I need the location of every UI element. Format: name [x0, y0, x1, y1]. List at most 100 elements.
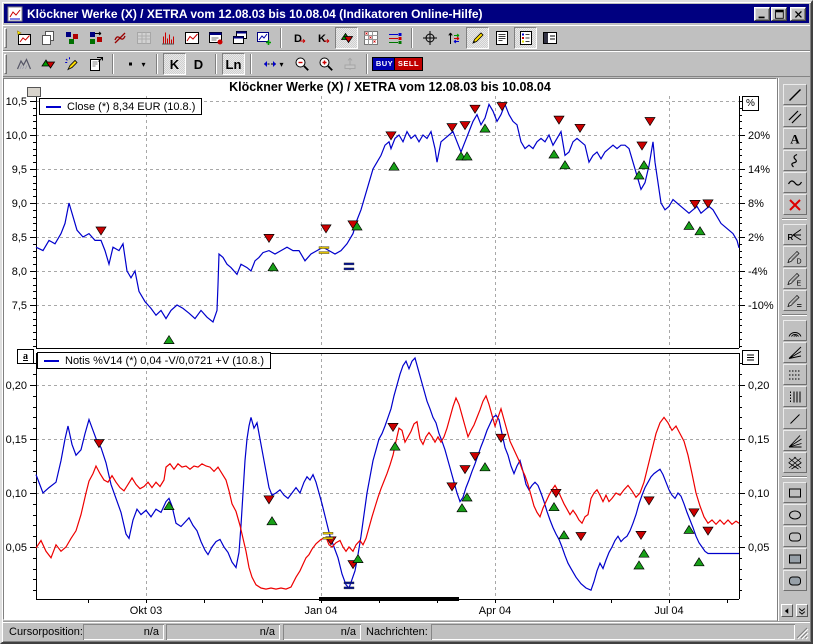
maximize-button[interactable] [771, 7, 787, 21]
svg-text:0,15: 0,15 [6, 434, 27, 446]
group-separator [156, 54, 158, 74]
hatch-pencil-2-button[interactable]: E [783, 268, 807, 289]
d-transfer-button[interactable]: D [287, 27, 310, 49]
buy-signal-icon [267, 517, 277, 525]
scaling-off-button[interactable] [108, 27, 131, 49]
signal-triangles-button[interactable] [36, 53, 59, 75]
candle-button[interactable]: K [163, 53, 186, 75]
zoom-in-icon [318, 56, 334, 72]
text-button[interactable]: A [783, 128, 807, 149]
scroll-down-button[interactable] [796, 604, 808, 617]
delete-drawing-button[interactable] [783, 194, 807, 215]
zigzag-button[interactable] [783, 150, 807, 171]
buy-button[interactable]: BUY [373, 53, 396, 75]
group-separator [782, 314, 807, 316]
minimize-button[interactable] [754, 7, 770, 21]
buy-signal-icon [639, 161, 649, 169]
layout-button[interactable] [538, 27, 561, 49]
axis-shift-button[interactable] [338, 53, 361, 75]
sell-signal-icon [470, 105, 480, 113]
rounded-rect-button[interactable] [783, 526, 807, 547]
filled-rounded-rect-button[interactable] [783, 570, 807, 591]
legend-button[interactable] [514, 27, 537, 49]
pane2-menu-button[interactable] [742, 350, 759, 365]
h-zoom-button[interactable]: ▾ [257, 53, 289, 75]
rectangle-button[interactable] [783, 482, 807, 503]
svg-text:0,15: 0,15 [748, 434, 769, 446]
filled-rect-icon [787, 551, 803, 567]
pane2-badge-a[interactable]: a [17, 349, 34, 364]
pane1-handle[interactable] [27, 87, 41, 97]
wave-button[interactable] [783, 172, 807, 193]
grid-pattern-button[interactable] [783, 452, 807, 473]
point-style-button[interactable]: ▾ [119, 53, 151, 75]
parallel-lines-button[interactable] [783, 106, 807, 127]
sell-button[interactable]: SELL [397, 53, 420, 75]
copy-button[interactable] [36, 27, 59, 49]
fan-button[interactable] [783, 342, 807, 363]
resize-grip[interactable] [796, 627, 809, 640]
buy-signal-icon [389, 162, 399, 170]
table-button[interactable] [132, 27, 155, 49]
chart-canvas[interactable]: 10,510,09,59,08,58,07,520%14%8%2%-4%-10%… [4, 79, 778, 621]
matrix-button[interactable] [359, 27, 382, 49]
diagonal-button[interactable] [783, 408, 807, 429]
ellipse-button[interactable] [783, 504, 807, 525]
arcs-button[interactable] [783, 320, 807, 341]
scroll-left-button[interactable] [781, 604, 793, 617]
buy-signal-icon [549, 150, 559, 158]
regression-button[interactable]: R [783, 224, 807, 245]
toolbar-handle[interactable] [4, 54, 7, 74]
chart-line-button[interactable] [180, 27, 203, 49]
daily-button[interactable]: D [187, 53, 210, 75]
toolbar-handle[interactable] [4, 28, 7, 48]
svg-text:8%: 8% [748, 198, 764, 210]
legend-icon [518, 30, 534, 46]
notes-button[interactable] [490, 27, 513, 49]
ln-scale-button[interactable]: Ln [222, 53, 245, 75]
toolbar-main: DK [0, 25, 813, 51]
titlebar[interactable]: Klöckner Werke (X) / XETRA vom 12.08.03 … [4, 4, 809, 23]
buy-signal-icon [560, 161, 570, 169]
vertical-lines-button[interactable] [783, 386, 807, 407]
buy-signal-icon [559, 531, 569, 539]
levels-button[interactable] [383, 27, 406, 49]
trend-line-button[interactable] [783, 84, 807, 105]
buy-signal-icon [549, 503, 559, 511]
chart-add-button[interactable] [252, 27, 275, 49]
fibo-lines-button[interactable] [783, 364, 807, 385]
close-button[interactable] [790, 7, 806, 21]
hatch-pencil-3-button[interactable] [783, 290, 807, 311]
chart-new-button[interactable] [12, 27, 35, 49]
svg-text:0,20: 0,20 [748, 380, 769, 392]
draw-button[interactable] [466, 27, 489, 49]
price-legend[interactable]: Close (*) 8,34 EUR (10.8.) [39, 98, 202, 115]
zoom-in-button[interactable] [314, 53, 337, 75]
blocks-link-icon [88, 30, 104, 46]
windows-button[interactable] [228, 27, 251, 49]
scale-arrows-button[interactable] [442, 27, 465, 49]
window-info-button[interactable] [204, 27, 227, 49]
hatch-pencil-1-button[interactable]: D [783, 246, 807, 267]
k-transfer-button[interactable]: K [311, 27, 334, 49]
price-legend-text: Close (*) 8,34 EUR (10.8.) [67, 101, 195, 113]
close-icon [792, 8, 804, 20]
indicator-legend[interactable]: Notis %V14 (*) 0,04 -V/0,0721 +V (10.8.) [37, 352, 271, 369]
blocks-button[interactable] [60, 27, 83, 49]
group-separator [250, 54, 252, 74]
properties-button[interactable] [84, 53, 107, 75]
crosshair-button[interactable] [418, 27, 441, 49]
filled-rect-button[interactable] [783, 548, 807, 569]
draw-magic-button[interactable] [60, 53, 83, 75]
sell-signal-icon [637, 142, 647, 150]
zoom-out-button[interactable] [290, 53, 313, 75]
levels-icon [387, 30, 403, 46]
svg-text:D: D [796, 258, 801, 265]
speed-lines-button[interactable] [783, 430, 807, 451]
percent-axis-badge[interactable]: % [742, 96, 759, 111]
signals-button[interactable] [335, 27, 358, 49]
buy-signal-icon [457, 504, 467, 512]
mountain-button[interactable] [12, 53, 35, 75]
blocks-link-button[interactable] [84, 27, 107, 49]
bars-button[interactable] [156, 27, 179, 49]
